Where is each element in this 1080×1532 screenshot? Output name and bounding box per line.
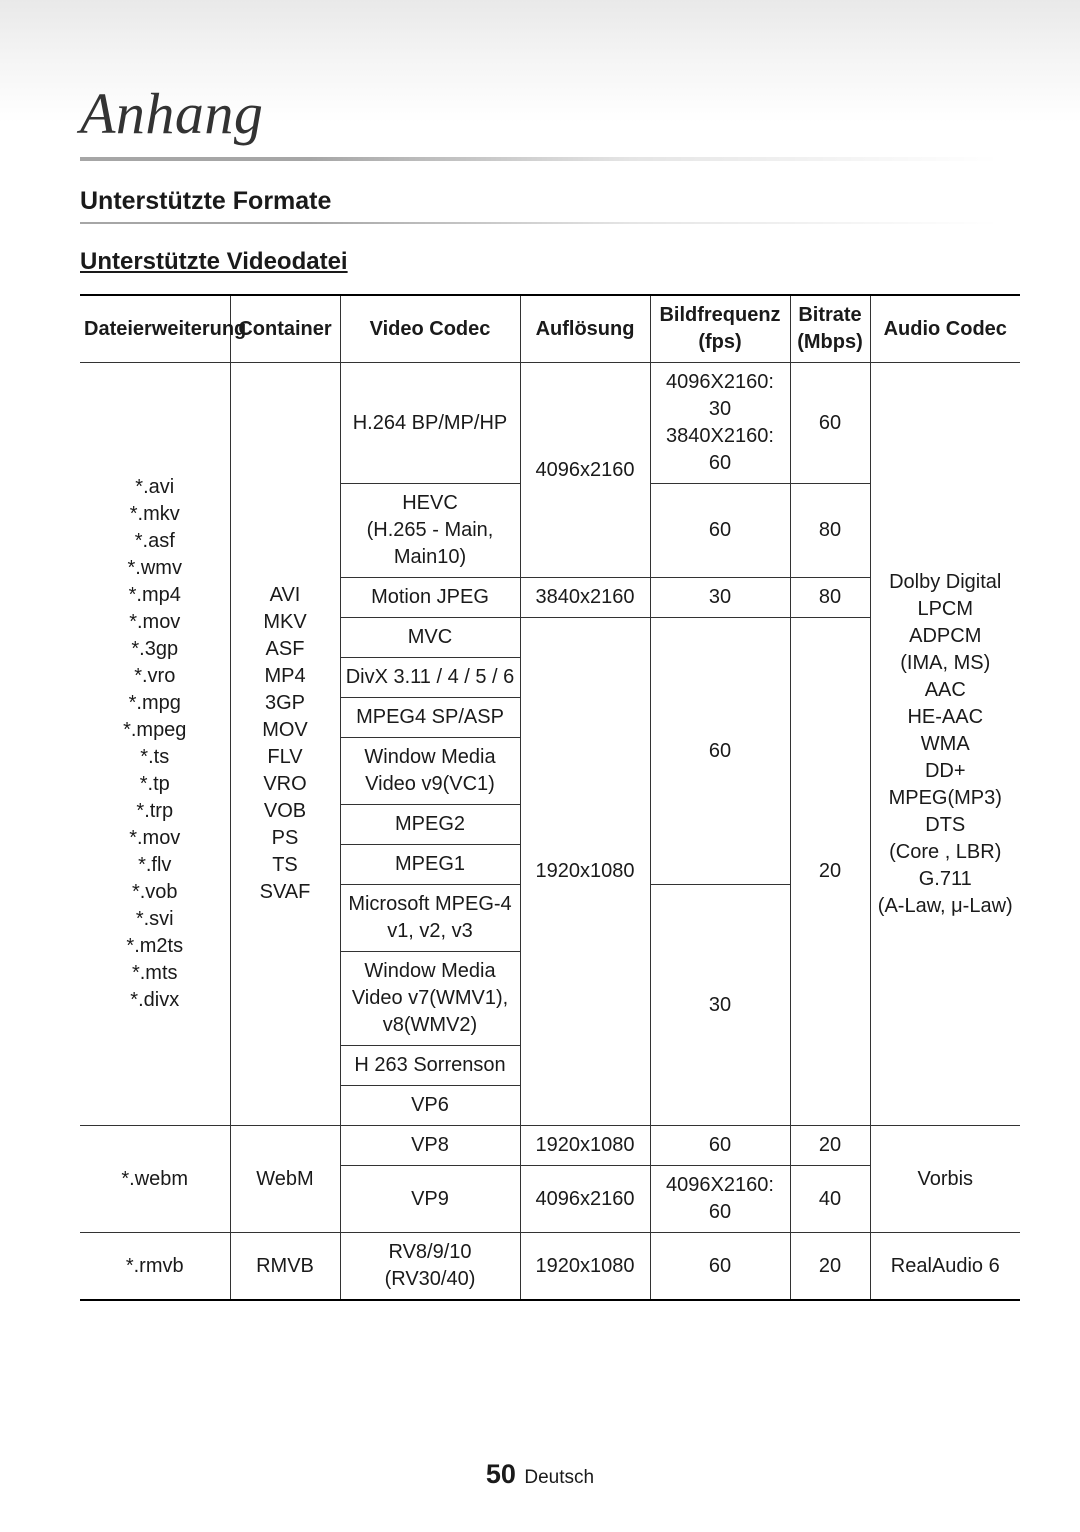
cell-fps: 30 (650, 885, 790, 1126)
table-row: *.webm WebM VP8 1920x1080 60 20 Vorbis (80, 1126, 1020, 1166)
cell-containers: AVIMKVASFMP43GPMOVFLVVROVOBPSTSSVAF (230, 363, 340, 1126)
col-res: Auflösung (520, 295, 650, 363)
cell-br: 20 (790, 618, 870, 1126)
cell-vcodec: H 263 Sorrenson (340, 1046, 520, 1086)
title-underline (80, 157, 1000, 161)
cell-res: 1920x1080 (520, 1233, 650, 1301)
cell-ext: *.webm (80, 1126, 230, 1233)
cell-vcodec: VP8 (340, 1126, 520, 1166)
col-bitrate: Bitrate (Mbps) (790, 295, 870, 363)
cell-acodec: RealAudio 6 (870, 1233, 1020, 1301)
col-vcodec: Video Codec (340, 295, 520, 363)
cell-extensions: *.avi*.mkv*.asf*.wmv*.mp4*.mov*.3gp*.vro… (80, 363, 230, 1126)
cell-vcodec: Window Media Video v7(WMV1), v8(WMV2) (340, 952, 520, 1046)
cell-br: 40 (790, 1166, 870, 1233)
cell-fps: 60 (650, 618, 790, 885)
cell-vcodec: MPEG2 (340, 805, 520, 845)
cell-acodec: Vorbis (870, 1126, 1020, 1233)
cell-res: 4096x2160 (520, 363, 650, 578)
cell-vcodec: Motion JPEG (340, 578, 520, 618)
page-number: 50 (486, 1459, 516, 1489)
subsection-heading: Unterstützte Videodatei (80, 248, 1000, 276)
section-heading: Unterstützte Formate (80, 187, 1000, 216)
cell-fps: 4096X2160: 303840X2160: 60 (650, 363, 790, 484)
page-footer: 50 Deutsch (0, 1459, 1080, 1490)
cell-vcodec: Window Media Video v9(VC1) (340, 738, 520, 805)
cell-res: 4096x2160 (520, 1166, 650, 1233)
table-row: *.rmvb RMVB RV8/9/10 (RV30/40) 1920x1080… (80, 1233, 1020, 1301)
cell-vcodec: MPEG4 SP/ASP (340, 698, 520, 738)
cell-br: 60 (790, 363, 870, 484)
cell-fps: 60 (650, 1233, 790, 1301)
cell-acodecs: Dolby DigitalLPCMADPCM(IMA, MS)AACHE-AAC… (870, 363, 1020, 1126)
cell-br: 20 (790, 1233, 870, 1301)
col-ext: Dateierweiterung (80, 295, 230, 363)
cell-vcodec: H.264 BP/MP/HP (340, 363, 520, 484)
col-container: Container (230, 295, 340, 363)
section-underline (80, 222, 1000, 224)
cell-fps: 60 (650, 1126, 790, 1166)
cell-fps: 30 (650, 578, 790, 618)
table-header-row: Dateierweiterung Container Video Codec A… (80, 295, 1020, 363)
cell-vcodec: HEVC(H.265 - Main, Main10) (340, 484, 520, 578)
language-label: Deutsch (524, 1467, 594, 1488)
cell-res: 3840x2160 (520, 578, 650, 618)
cell-container: WebM (230, 1126, 340, 1233)
cell-vcodec: DivX 3.11 / 4 / 5 / 6 (340, 658, 520, 698)
cell-vcodec: RV8/9/10 (RV30/40) (340, 1233, 520, 1301)
document-page: Anhang Unterstützte Formate Unterstützte… (0, 0, 1080, 1532)
col-acodec: Audio Codec (870, 295, 1020, 363)
col-fps: Bildfrequenz (fps) (650, 295, 790, 363)
cell-vcodec: MVC (340, 618, 520, 658)
cell-vcodec: Microsoft MPEG-4 v1, v2, v3 (340, 885, 520, 952)
cell-ext: *.rmvb (80, 1233, 230, 1301)
page-title: Anhang (80, 80, 1000, 147)
cell-res: 1920x1080 (520, 618, 650, 1126)
cell-vcodec: VP9 (340, 1166, 520, 1233)
cell-fps: 60 (650, 484, 790, 578)
cell-vcodec: VP6 (340, 1086, 520, 1126)
cell-br: 80 (790, 484, 870, 578)
cell-br: 80 (790, 578, 870, 618)
table-row: *.avi*.mkv*.asf*.wmv*.mp4*.mov*.3gp*.vro… (80, 363, 1020, 484)
cell-res: 1920x1080 (520, 1126, 650, 1166)
codec-table: Dateierweiterung Container Video Codec A… (80, 294, 1020, 1301)
cell-br: 20 (790, 1126, 870, 1166)
cell-container: RMVB (230, 1233, 340, 1301)
cell-fps: 4096X2160: 60 (650, 1166, 790, 1233)
cell-vcodec: MPEG1 (340, 845, 520, 885)
